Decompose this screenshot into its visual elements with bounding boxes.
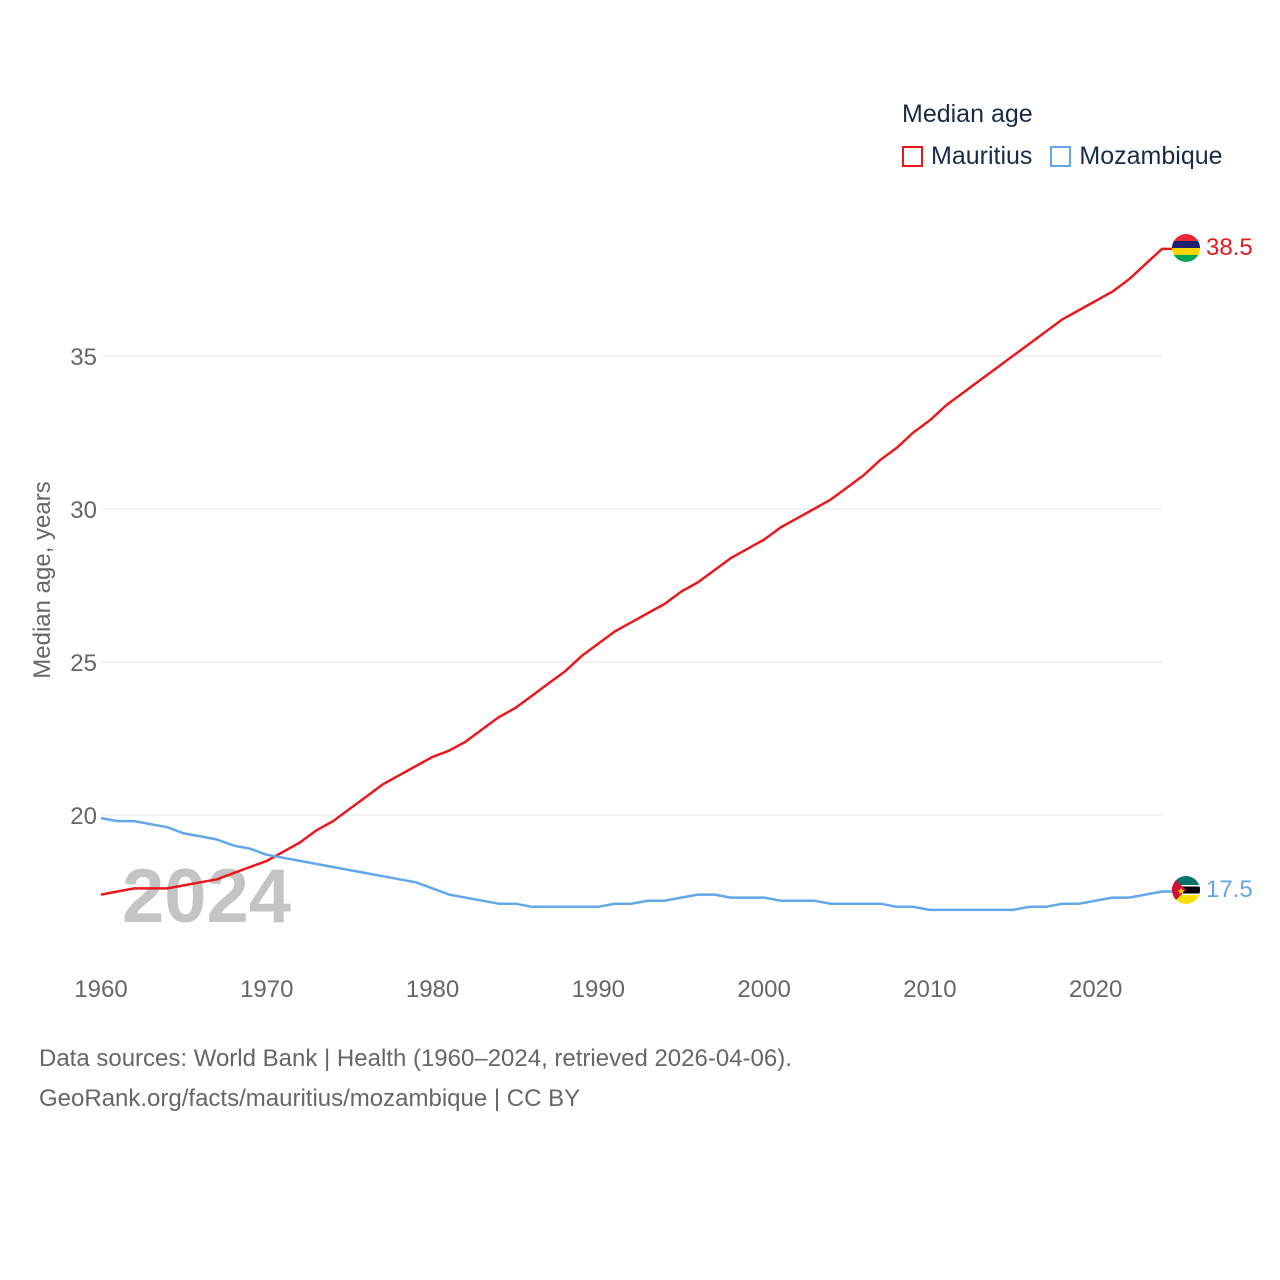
mauritius-flag-icon — [1172, 234, 1200, 262]
x-tick-label: 1980 — [406, 976, 459, 1003]
year-watermark: 2024 — [122, 854, 291, 939]
y-tick-label: 25 — [70, 650, 97, 677]
mauritius-end-value: 38.5 — [1206, 234, 1253, 261]
data-source-note: Data sources: World Bank | Health (1960–… — [39, 1045, 792, 1072]
y-tick-label: 35 — [70, 344, 97, 371]
legend-item-mauritius[interactable]: Mauritius — [902, 142, 1032, 171]
x-tick-label: 1990 — [572, 976, 625, 1003]
x-axis-ticks: 1960 1970 1980 1990 2000 2010 2020 — [74, 976, 1122, 1003]
x-tick-label: 1970 — [240, 976, 293, 1003]
attribution-link[interactable]: GeoRank.org/facts/mauritius/mozambique |… — [39, 1085, 581, 1112]
series-line-mauritius[interactable] — [100, 247, 1172, 896]
y-tick-label: 30 — [70, 497, 97, 524]
gridlines — [101, 355, 1162, 816]
y-tick-label: 20 — [70, 803, 97, 830]
svg-text:★: ★ — [1177, 887, 1185, 897]
series-lines — [100, 247, 1172, 912]
x-tick-label: 2020 — [1069, 976, 1122, 1003]
y-axis-ticks: 20 25 30 35 — [70, 344, 97, 830]
y-axis-label: Median age, years — [29, 481, 56, 678]
mozambique-flag-icon: ★ — [1172, 876, 1200, 904]
legend: Mauritius Mozambique — [902, 142, 1223, 171]
x-tick-label: 2010 — [903, 976, 956, 1003]
x-tick-label: 1960 — [74, 976, 127, 1003]
legend-item-mozambique[interactable]: Mozambique — [1050, 142, 1223, 171]
legend-title: Median age — [902, 100, 1033, 128]
series-line-mozambique[interactable] — [100, 816, 1172, 912]
mozambique-swatch-icon — [1050, 146, 1072, 167]
mauritius-swatch-icon — [902, 146, 923, 167]
x-tick-label: 2000 — [737, 976, 790, 1003]
legend-label-mauritius: Mauritius — [931, 142, 1033, 170]
legend-label-mozambique: Mozambique — [1079, 142, 1223, 170]
mozambique-end-value: 17.5 — [1206, 876, 1253, 903]
